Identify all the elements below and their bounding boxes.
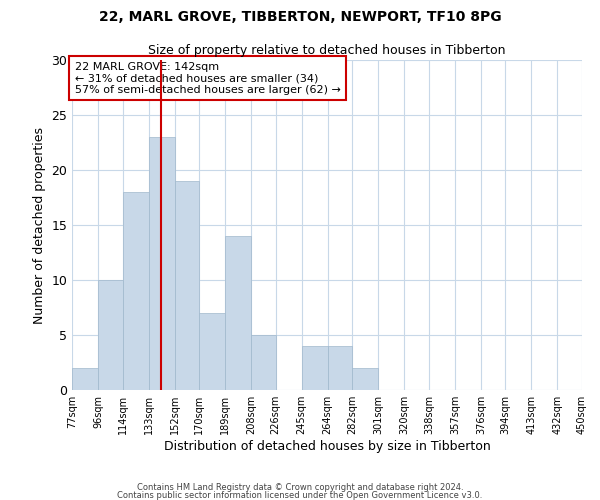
Bar — [352, 368, 378, 390]
Bar — [328, 346, 352, 390]
Bar — [149, 137, 175, 390]
Bar — [302, 346, 328, 390]
Text: Contains public sector information licensed under the Open Government Licence v3: Contains public sector information licen… — [118, 490, 482, 500]
Y-axis label: Number of detached properties: Number of detached properties — [33, 126, 46, 324]
X-axis label: Distribution of detached houses by size in Tibberton: Distribution of detached houses by size … — [164, 440, 490, 453]
Text: 22 MARL GROVE: 142sqm
← 31% of detached houses are smaller (34)
57% of semi-deta: 22 MARL GROVE: 142sqm ← 31% of detached … — [74, 62, 340, 95]
Bar — [199, 313, 225, 390]
Bar — [225, 236, 251, 390]
Bar — [122, 192, 149, 390]
Bar — [175, 181, 199, 390]
Bar — [72, 368, 98, 390]
Text: 22, MARL GROVE, TIBBERTON, NEWPORT, TF10 8PG: 22, MARL GROVE, TIBBERTON, NEWPORT, TF10… — [98, 10, 502, 24]
Bar — [98, 280, 122, 390]
Text: Contains HM Land Registry data © Crown copyright and database right 2024.: Contains HM Land Registry data © Crown c… — [137, 483, 463, 492]
Title: Size of property relative to detached houses in Tibberton: Size of property relative to detached ho… — [148, 44, 506, 58]
Bar — [251, 335, 276, 390]
